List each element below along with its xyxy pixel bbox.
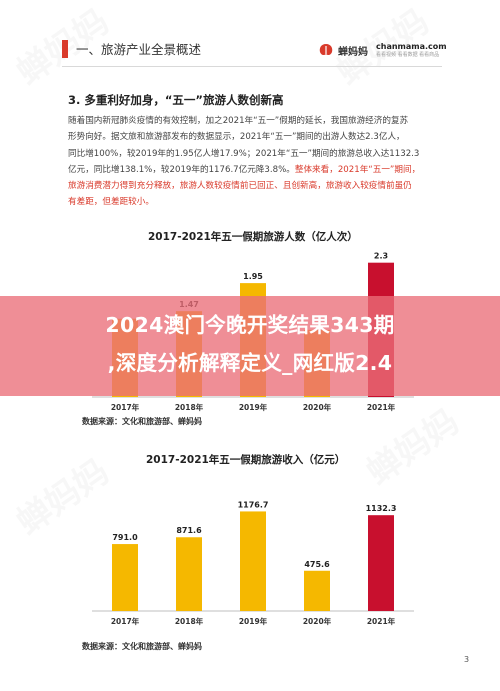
header-divider [62, 66, 442, 67]
logo-en-text: chanmama.com [376, 42, 447, 51]
brand-logo: 蝉妈妈 chanmama.com 看看视频 看看数据 看看商品 [318, 42, 447, 58]
logo-cn-text: 蝉妈妈 [338, 46, 368, 58]
overlay-banner [0, 296, 500, 396]
bar-2018年 [176, 537, 202, 611]
paragraph-line: 形势向好。据文旅和旅游部发布的数据显示，2021年“五一”期间的出游人数达2.3… [68, 132, 405, 143]
chart2-title: 2017-2021年五一假期旅游收入（亿元） [146, 454, 346, 466]
paragraph-line: 随着国内新冠肺炎疫情的有效控制，加之2021年“五一”假期的延长，我国旅游经济的… [68, 116, 409, 126]
bar-2017年 [112, 544, 138, 611]
bar-2021年 [368, 515, 394, 611]
x-tick-label: 2020年 [303, 402, 332, 412]
data-label: 871.6 [176, 526, 202, 535]
data-label: 475.6 [304, 560, 330, 569]
data-label: 1132.3 [366, 504, 397, 513]
data-label: 1176.7 [238, 500, 269, 509]
header-accent-bar [62, 40, 68, 58]
x-tick-label: 2018年 [175, 402, 204, 412]
paragraph-text: 亿元，同比增138.1%，较2019年的1176.7亿元降3.8%。 [68, 164, 295, 175]
logo-en-block: chanmama.com 看看视频 看看数据 看看商品 [376, 42, 447, 58]
header-title: 一、旅游产业全景概述 [76, 42, 202, 57]
chart2-source: 数据来源：文化和旅游部、蝉妈妈 [82, 642, 202, 651]
logo-subtitle: 看看视频 看看数据 看看商品 [376, 52, 440, 58]
x-tick-label: 2019年 [239, 616, 268, 626]
paragraph-line-highlight: 旅游消费潜力得到充分释放，旅游人数较疫情前已回正、且创新高，旅游收入较疫情前虽仍 [68, 181, 412, 192]
paragraph-line: 亿元，同比增138.1%，较2019年的1176.7亿元降3.8%。整体来看，2… [68, 162, 440, 178]
data-label: 791.0 [112, 533, 138, 542]
chart1-title: 2017-2021年五一假期旅游人数（亿人次） [148, 231, 358, 243]
section-paragraph: 随着国内新冠肺炎疫情的有效控制，加之2021年“五一”假期的延长，我国旅游经济的… [68, 113, 440, 211]
banner-text: 2024澳门今晚开奖结果343期 ,深度分析解释定义_网红版2.4 [0, 306, 500, 382]
bar-2019年 [240, 511, 266, 611]
x-tick-label: 2019年 [239, 402, 268, 412]
chart1-source: 数据来源：文化和旅游部、蝉妈妈 [82, 417, 202, 426]
banner-line-1: 2024澳门今晚开奖结果343期 [105, 313, 395, 337]
paragraph-highlight: 整体来看，2021年“五一”期间， [294, 164, 421, 175]
x-tick-label: 2021年 [367, 402, 396, 412]
paragraph-line: 同比增100%，较2019年的1.95亿人增17.9%；2021年“五一”期间的… [68, 148, 420, 159]
bar-2020年 [304, 570, 330, 611]
data-label: 2.3 [374, 252, 388, 261]
section-title: 3. 多重利好加身，“五一”旅游人数创新高 [68, 93, 284, 107]
cicada-logo-icon [319, 44, 333, 56]
page-number: 3 [464, 655, 470, 664]
x-tick-label: 2017年 [111, 402, 140, 412]
data-label: 1.95 [243, 272, 263, 281]
banner-line-2: ,深度分析解释定义_网红版2.4 [107, 351, 393, 375]
x-tick-label: 2017年 [111, 616, 140, 626]
x-tick-label: 2021年 [367, 616, 396, 626]
x-tick-label: 2020年 [303, 616, 332, 626]
paragraph-line-highlight: 有差距，但差距较小。 [68, 197, 154, 208]
x-tick-label: 2018年 [175, 616, 204, 626]
